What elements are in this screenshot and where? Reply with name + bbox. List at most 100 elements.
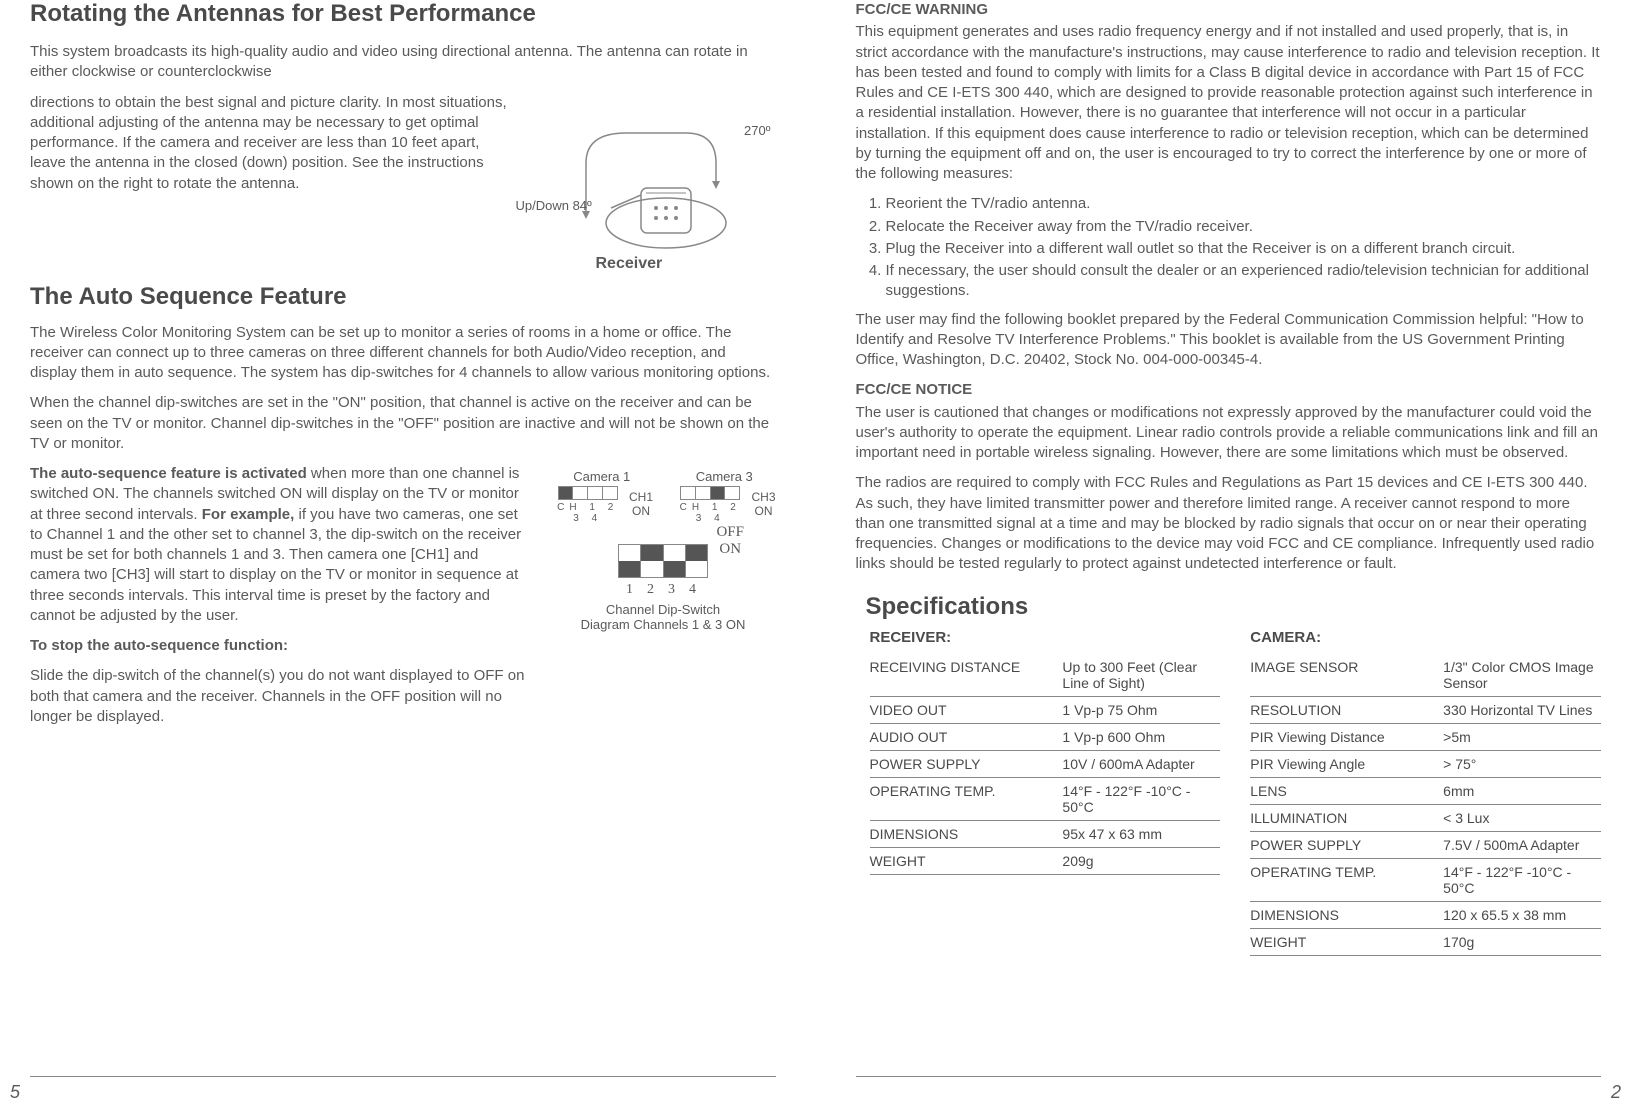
right-page: FCC/CE WARNING This equipment generates … [816, 0, 1631, 1117]
receiver-spec-value: 209g [1062, 853, 1220, 869]
receiver-spec-value: 10V / 600mA Adapter [1062, 756, 1220, 772]
camera-spec-label: PIR Viewing Angle [1250, 756, 1443, 772]
camera-spec-row: PIR Viewing Angle> 75° [1250, 751, 1601, 778]
autoseq-para-1: The Wireless Color Monitoring System can… [30, 323, 776, 384]
receiver-spec-row: RECEIVING DISTANCEUp to 300 Feet (Clear … [870, 654, 1221, 697]
heading-auto-sequence: The Auto Sequence Feature [30, 283, 776, 311]
dip-caption-1: Channel Dip-Switch [551, 602, 776, 617]
label-ch1: CH1 [629, 490, 653, 504]
stop-text: Slide the dip-switch of the channel(s) y… [30, 666, 531, 727]
dipswitch-diagram: Camera 1 CH 1 2 3 4 CH1 ON [551, 464, 776, 737]
label-receiver: Receiver [596, 255, 663, 273]
page-number-right: 2 [1611, 1082, 1621, 1103]
camera-spec-row: POWER SUPPLY7.5V / 500mA Adapter [1250, 832, 1601, 859]
fcc-notice-body-2: The radios are required to comply with F… [856, 473, 1602, 574]
label-on-3: ON [716, 541, 744, 558]
camera-spec-value: 170g [1443, 934, 1601, 950]
receiver-spec-row: DIMENSIONS95x 47 x 63 mm [870, 821, 1221, 848]
camera-spec-value: 330 Horizontal TV Lines [1443, 702, 1601, 718]
camera-spec-value: 14°F - 122°F -10°C - 50°C [1443, 864, 1601, 896]
autoseq-para-3: The auto-sequence feature is activated w… [30, 464, 531, 626]
autoseq-para-2: When the channel dip-switches are set in… [30, 393, 776, 454]
autoseq-example-label: For example, [202, 506, 295, 523]
dip-ch-prefix-1: CH [557, 502, 581, 513]
left-page: Rotating the Antennas for Best Performan… [0, 0, 816, 1117]
camera-spec-label: OPERATING TEMP. [1250, 864, 1443, 896]
camera-subhead: CAMERA: [1250, 629, 1601, 646]
fcc-warning-body: This equipment generates and uses radio … [856, 22, 1602, 184]
receiver-spec-label: RECEIVING DISTANCE [870, 659, 1063, 691]
camera-spec-row: ILLUMINATION< 3 Lux [1250, 805, 1601, 832]
receiver-spec-value: 95x 47 x 63 mm [1062, 826, 1220, 842]
fcc-notice-body-1: The user is cautioned that changes or mo… [856, 403, 1602, 464]
dip-ch-prefix-2: CH [680, 502, 704, 513]
camera-spec-value: 7.5V / 500mA Adapter [1443, 837, 1601, 853]
receiver-spec-row: POWER SUPPLY10V / 600mA Adapter [870, 751, 1221, 778]
receiver-subhead: RECEIVER: [870, 629, 1221, 646]
label-camera-3: Camera 3 [673, 469, 776, 484]
receiver-spec-value: 1 Vp-p 75 Ohm [1062, 702, 1220, 718]
dip-numbers: 1234 [561, 582, 776, 598]
label-270: 270º [744, 123, 770, 138]
camera-spec-label: PIR Viewing Distance [1250, 729, 1443, 745]
footer-rule-left [30, 1076, 776, 1077]
receiver-spec-label: OPERATING TEMP. [870, 783, 1063, 815]
antenna-paragraph: directions to obtain the best signal and… [30, 93, 516, 194]
camera-spec-value: 6mm [1443, 783, 1601, 799]
label-ch3: CH3 [751, 490, 775, 504]
camera-spec-row: RESOLUTION330 Horizontal TV Lines [1250, 697, 1601, 724]
specifications-heading: Specifications [866, 593, 1602, 621]
fcc-measures-list: Reorient the TV/radio antenna. Relocate … [886, 194, 1602, 301]
autoseq-rest2: if you have two cameras, one set to Chan… [30, 506, 521, 624]
label-updown: Up/Down 84º [516, 198, 592, 213]
receiver-spec-label: POWER SUPPLY [870, 756, 1063, 772]
measure-3: Plug the Receiver into a different wall … [886, 239, 1602, 259]
camera-spec-label: POWER SUPPLY [1250, 837, 1443, 853]
receiver-spec-value: 14°F - 122°F -10°C - 50°C [1062, 783, 1220, 815]
receiver-svg [516, 93, 756, 263]
camera-spec-value: > 75° [1443, 756, 1601, 772]
camera-spec-value: 120 x 65.5 x 38 mm [1443, 907, 1601, 923]
intro-paragraph: This system broadcasts its high-quality … [30, 42, 776, 83]
measure-4: If necessary, the user should consult th… [886, 261, 1602, 302]
measure-2: Relocate the Receiver away from the TV/r… [886, 217, 1602, 237]
camera-spec-row: WEIGHT170g [1250, 929, 1601, 956]
camera-spec-row: DIMENSIONS120 x 65.5 x 38 mm [1250, 902, 1601, 929]
receiver-spec-label: AUDIO OUT [870, 729, 1063, 745]
stop-heading: To stop the auto-sequence function: [30, 636, 531, 656]
page-number-left: 5 [10, 1082, 20, 1103]
receiver-spec-label: VIDEO OUT [870, 702, 1063, 718]
camera-spec-label: IMAGE SENSOR [1250, 659, 1443, 691]
camera-spec-label: LENS [1250, 783, 1443, 799]
receiver-specs-column: RECEIVER: RECEIVING DISTANCEUp to 300 Fe… [870, 629, 1221, 956]
camera-spec-label: WEIGHT [1250, 934, 1443, 950]
camera-spec-value: >5m [1443, 729, 1601, 745]
receiver-spec-row: OPERATING TEMP.14°F - 122°F -10°C - 50°C [870, 778, 1221, 821]
receiver-spec-value: 1 Vp-p 600 Ohm [1062, 729, 1220, 745]
fcc-booklet: The user may find the following booklet … [856, 310, 1602, 371]
receiver-spec-label: DIMENSIONS [870, 826, 1063, 842]
camera-spec-label: ILLUMINATION [1250, 810, 1443, 826]
camera-spec-row: IMAGE SENSOR1/3" Color CMOS Image Sensor [1250, 654, 1601, 697]
receiver-spec-value: Up to 300 Feet (Clear Line of Sight) [1062, 659, 1220, 691]
measure-1: Reorient the TV/radio antenna. [886, 194, 1602, 214]
camera-spec-row: PIR Viewing Distance>5m [1250, 724, 1601, 751]
label-camera-1: Camera 1 [551, 469, 654, 484]
receiver-spec-row: VIDEO OUT1 Vp-p 75 Ohm [870, 697, 1221, 724]
footer-rule-right [856, 1076, 1602, 1077]
camera-specs-column: CAMERA: IMAGE SENSOR1/3" Color CMOS Imag… [1250, 629, 1601, 956]
fcc-warning-title: FCC/CE WARNING [856, 0, 1602, 20]
receiver-spec-row: WEIGHT209g [870, 848, 1221, 875]
camera-spec-value: 1/3" Color CMOS Image Sensor [1443, 659, 1601, 691]
camera-spec-label: RESOLUTION [1250, 702, 1443, 718]
receiver-diagram: 270º Up/Down 84º Receiver [516, 93, 776, 273]
fcc-notice-title: FCC/CE NOTICE [856, 380, 1602, 400]
camera-spec-label: DIMENSIONS [1250, 907, 1443, 923]
camera-spec-value: < 3 Lux [1443, 810, 1601, 826]
camera-spec-row: OPERATING TEMP.14°F - 122°F -10°C - 50°C [1250, 859, 1601, 902]
receiver-spec-label: WEIGHT [870, 853, 1063, 869]
dip-caption-2: Diagram Channels 1 & 3 ON [551, 617, 776, 632]
receiver-spec-row: AUDIO OUT1 Vp-p 600 Ohm [870, 724, 1221, 751]
label-off: OFF [716, 524, 744, 541]
label-on-1: ON [629, 504, 653, 518]
